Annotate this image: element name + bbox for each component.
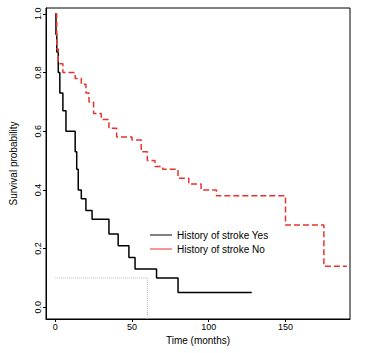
svg-text:History of stroke No: History of stroke No	[177, 244, 265, 255]
svg-text:100: 100	[201, 322, 216, 332]
svg-text:0.8: 0.8	[33, 66, 43, 79]
svg-text:0.4: 0.4	[33, 184, 43, 197]
svg-text:0.2: 0.2	[33, 242, 43, 255]
svg-text:0.0: 0.0	[33, 301, 43, 314]
svg-text:History of stroke Yes: History of stroke Yes	[177, 230, 268, 241]
svg-text:150: 150	[278, 322, 293, 332]
svg-text:Survival probability: Survival probability	[8, 122, 19, 206]
svg-text:50: 50	[127, 322, 137, 332]
svg-text:1.0: 1.0	[33, 8, 43, 21]
svg-text:Time (months): Time (months)	[166, 335, 230, 346]
svg-text:0: 0	[53, 322, 58, 332]
svg-text:0.6: 0.6	[33, 125, 43, 138]
